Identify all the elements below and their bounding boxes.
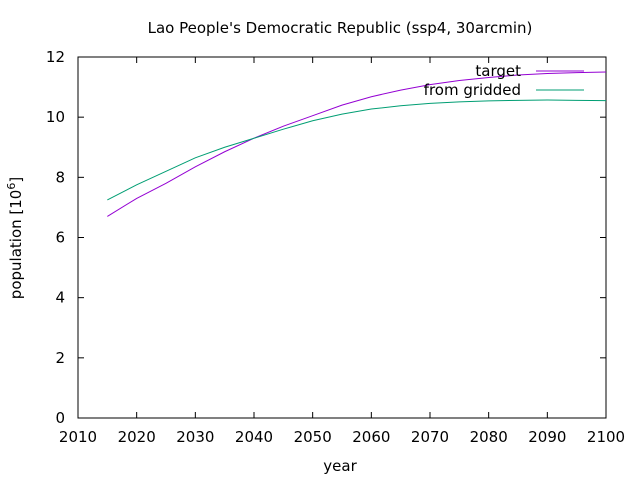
chart-title: Lao People's Democratic Republic (ssp4, …	[148, 19, 533, 37]
x-tick-label: 2010	[59, 428, 97, 446]
x-tick-label: 2050	[294, 428, 332, 446]
series-line-target	[107, 71, 607, 217]
x-tick-label: 2090	[528, 428, 566, 446]
x-tick-label: 2100	[587, 428, 625, 446]
y-tick-label: 0	[55, 409, 65, 427]
plot-frame	[77, 56, 607, 419]
y-tick-label: 12	[46, 48, 65, 66]
x-tick-label: 2020	[118, 428, 156, 446]
legend-label-from-gridded: from gridded	[424, 81, 521, 99]
x-tick-label: 2080	[470, 428, 508, 446]
x-axis-ticks: 2010 2020 2030 2040 2050 2060 2070 2080 2090 2100	[59, 57, 625, 446]
y-axis-label-close: ]	[7, 177, 25, 183]
x-tick-label: 2070	[411, 428, 449, 446]
x-tick-label: 2040	[235, 428, 273, 446]
y-axis-label: population [106]	[5, 177, 25, 299]
y-tick-label: 8	[55, 168, 65, 186]
y-axis-label-exponent: 6	[5, 183, 18, 190]
y-axis-label-base: population [10	[7, 190, 25, 300]
y-tick-label: 10	[46, 108, 65, 126]
legend-label-target: target	[475, 62, 521, 80]
legend: target from gridded	[424, 62, 584, 99]
y-tick-label: 4	[55, 289, 65, 307]
x-axis-label: year	[323, 457, 357, 475]
y-tick-label: 2	[55, 349, 65, 367]
series-layer	[107, 71, 607, 217]
y-tick-label: 6	[55, 229, 65, 247]
series-line-from-gridded	[107, 99, 607, 201]
x-tick-label: 2030	[176, 428, 214, 446]
x-tick-label: 2060	[352, 428, 390, 446]
y-axis-ticks: 0 2 4 6 8 10 12	[46, 48, 606, 427]
